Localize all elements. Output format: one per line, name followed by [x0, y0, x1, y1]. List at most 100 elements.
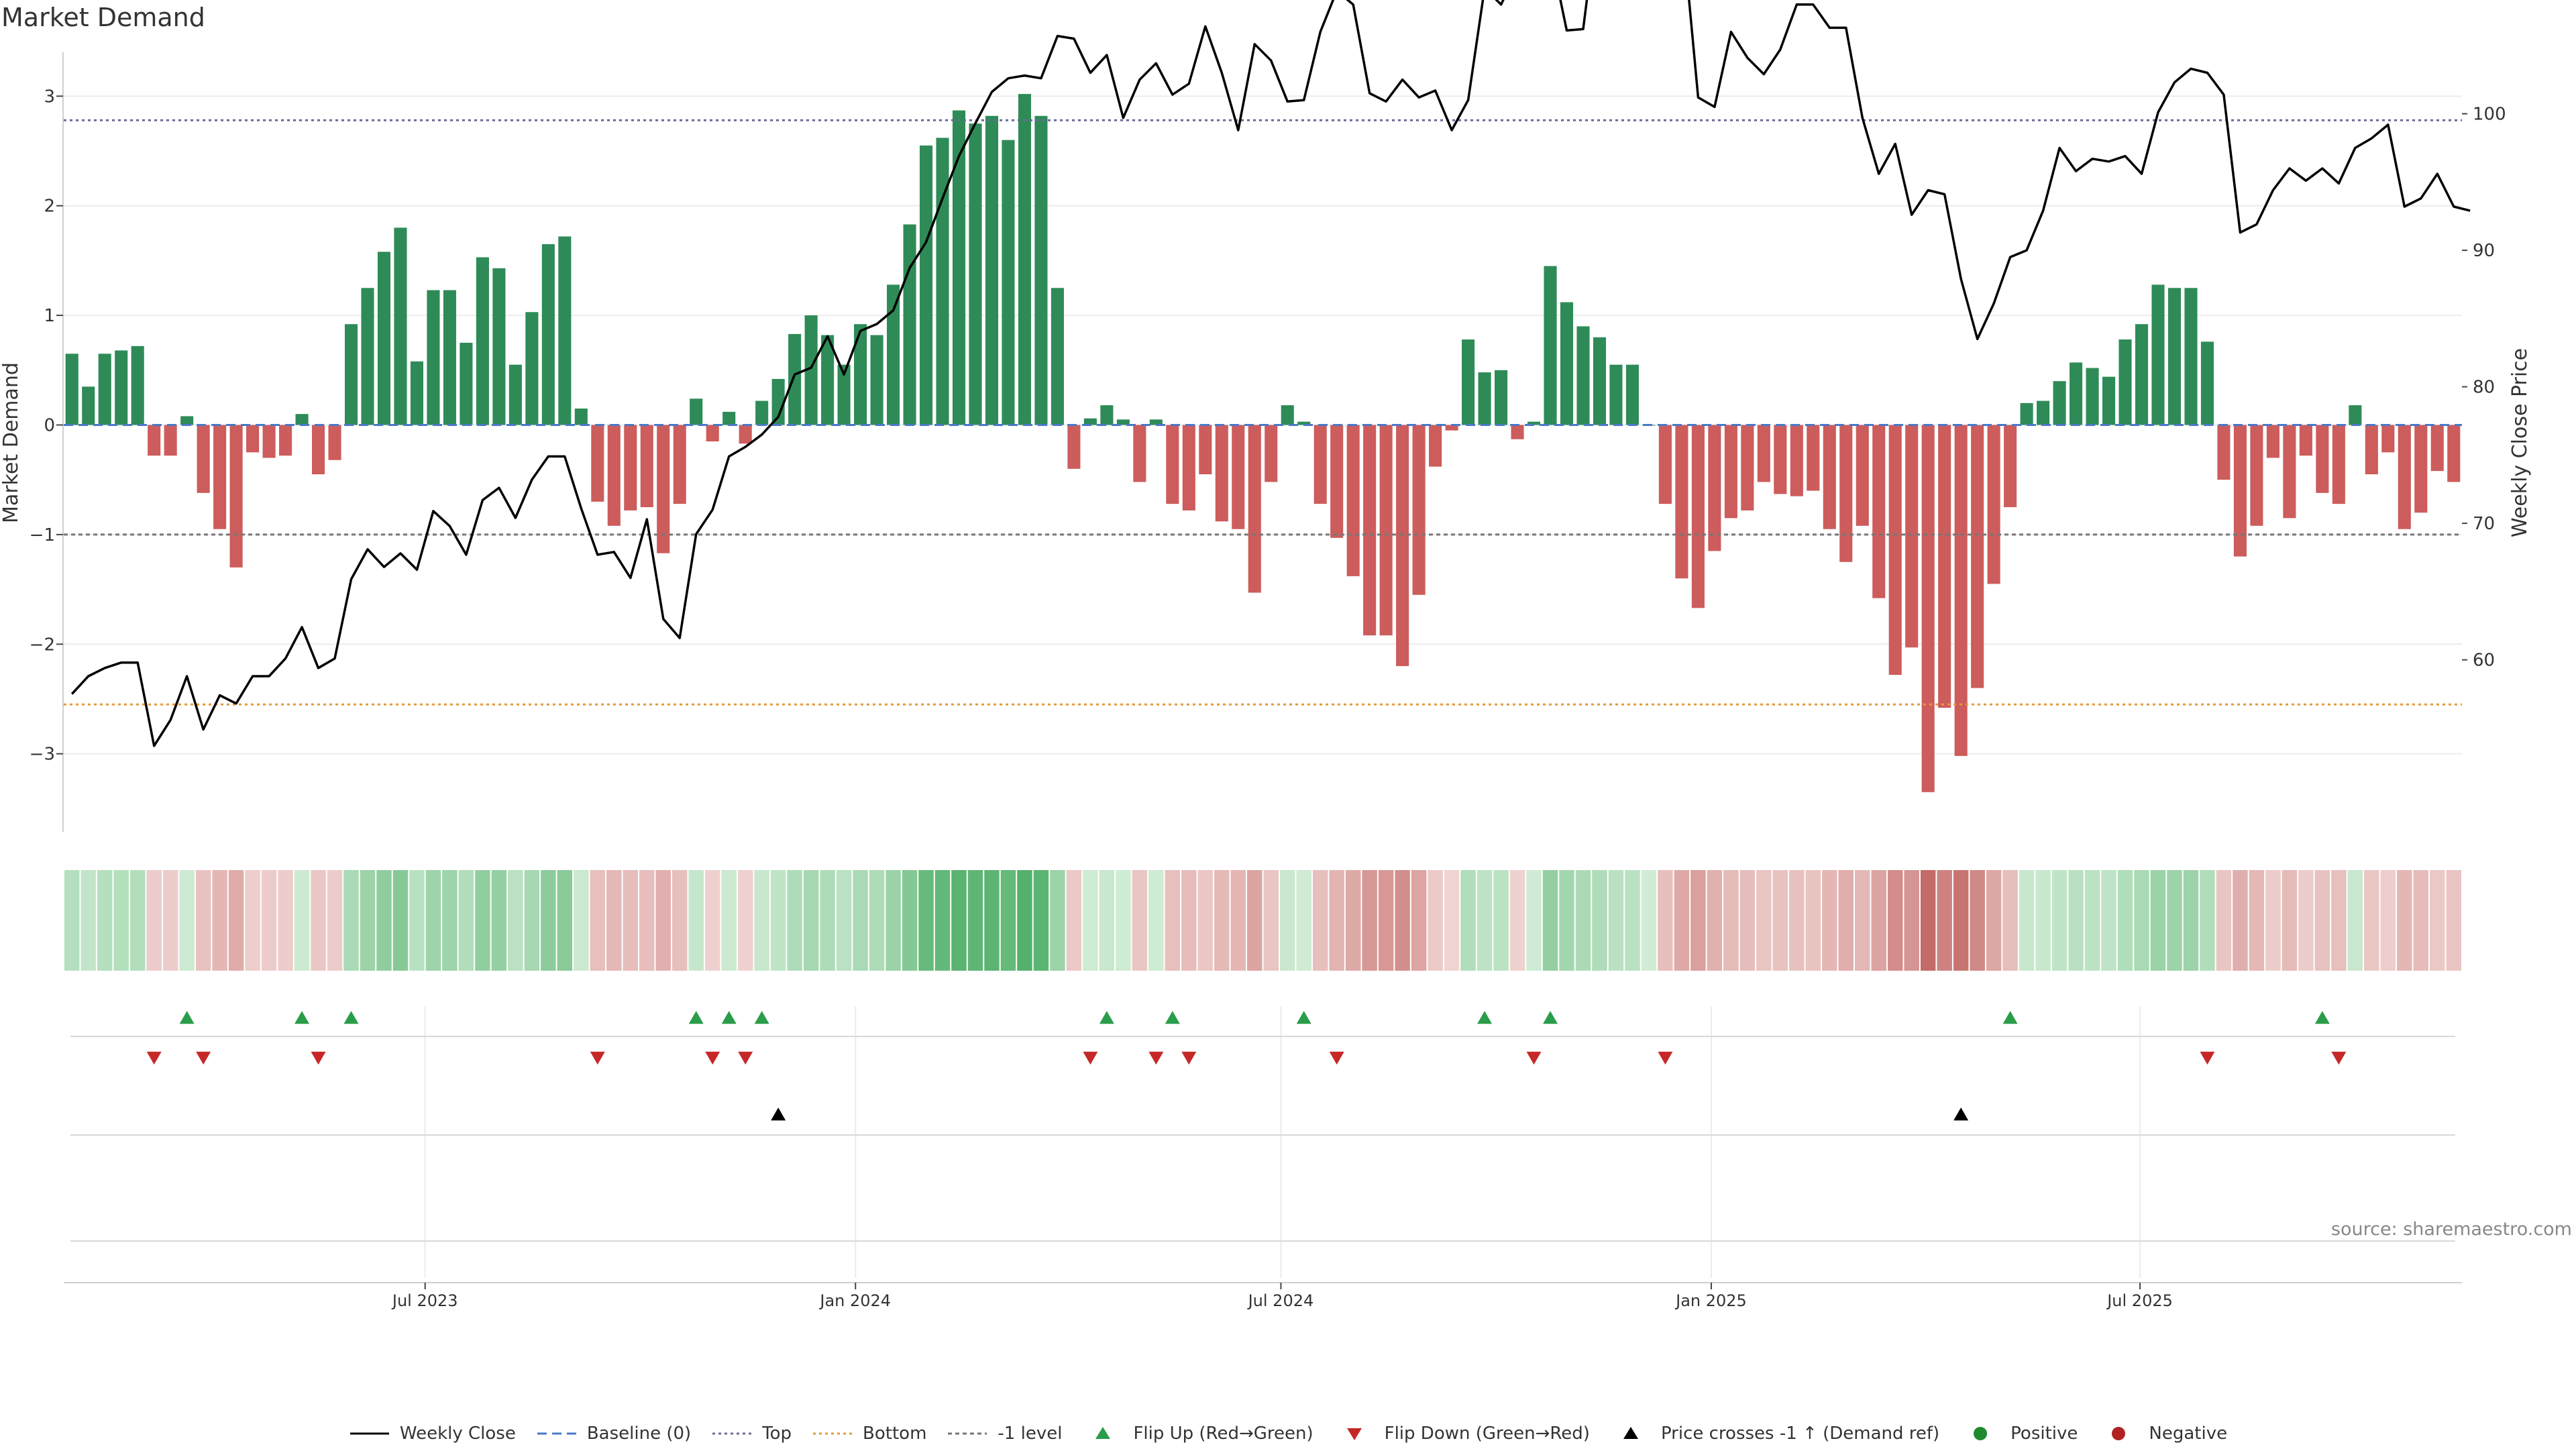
- demand-bar: [328, 425, 341, 460]
- heat-cell: [770, 870, 786, 971]
- demand-bar: [640, 425, 653, 508]
- demand-bar: [1051, 288, 1064, 425]
- heat-cell: [179, 870, 195, 971]
- heat-cell: [1083, 870, 1098, 971]
- heat-cell: [1575, 870, 1591, 971]
- heat-cell: [820, 870, 835, 971]
- y-tick-label: −1: [30, 525, 55, 545]
- demand-bar: [1067, 425, 1081, 469]
- flip-up-marker: [688, 1011, 704, 1024]
- heat-cell: [2019, 870, 2035, 971]
- demand-bar: [1445, 425, 1458, 431]
- flip-down-marker: [738, 1051, 753, 1065]
- legend-label: -1 level: [998, 1424, 1063, 1444]
- demand-bar: [1954, 425, 1968, 756]
- y2-tick-label: 70: [2473, 514, 2495, 534]
- demand-bar: [213, 425, 227, 529]
- demand-bar: [1166, 425, 1179, 504]
- demand-bar: [1363, 425, 1377, 636]
- demand-bar: [739, 425, 752, 444]
- heat-cell: [343, 870, 359, 971]
- legend-swatch-dot-line-bottom-icon: [813, 1432, 853, 1435]
- heat-cell: [327, 870, 343, 971]
- demand-bar: [1313, 425, 1327, 504]
- heat-cell: [1329, 870, 1344, 971]
- heat-cell: [1789, 870, 1805, 971]
- x-tick-label: Jul 2025: [2106, 1291, 2173, 1310]
- demand-bar: [2200, 341, 2214, 425]
- heat-cell: [2167, 870, 2182, 971]
- demand-bar: [508, 364, 522, 425]
- heat-cell: [261, 870, 277, 971]
- demand-bar: [854, 324, 867, 425]
- heat-cell: [1937, 870, 1952, 971]
- heat-cell: [1279, 870, 1295, 971]
- demand-bar: [164, 425, 177, 456]
- demand-bar: [246, 425, 260, 453]
- heat-cell: [1296, 870, 1311, 971]
- flip-up-marker: [343, 1011, 359, 1024]
- chart-legend: Weekly Close Baseline (0) Top Bottom -1 leve…: [0, 1424, 2576, 1444]
- demand-bar: [1658, 425, 1672, 504]
- legend-swatch-dash-line-icon: [537, 1432, 576, 1435]
- demand-bar: [525, 312, 539, 425]
- flip-down-marker: [311, 1051, 326, 1065]
- heat-cell: [2183, 870, 2199, 971]
- flip-up-marker: [1296, 1011, 1311, 1024]
- heat-cell: [228, 870, 244, 971]
- heat-cell: [1066, 870, 1082, 971]
- demand-bar: [1232, 425, 1245, 529]
- y-tick-label: 2: [44, 197, 55, 217]
- demand-bar: [148, 425, 161, 456]
- heat-cell: [737, 870, 753, 971]
- heat-cell: [1838, 870, 1854, 971]
- y2-tick-label: 60: [2473, 651, 2495, 671]
- demand-bar: [427, 290, 440, 425]
- demand-bar: [1429, 425, 1442, 467]
- heat-cell: [885, 870, 901, 971]
- demand-bar: [1002, 140, 1015, 425]
- heat-cell: [541, 870, 556, 971]
- demand-bar: [936, 138, 949, 425]
- demand-bar: [2398, 425, 2411, 529]
- heat-cell: [491, 870, 507, 971]
- demand-bar: [2020, 402, 2033, 425]
- demand-bar: [295, 414, 309, 425]
- demand-bar: [2118, 339, 2132, 425]
- y2-axis-label: Weekly Close Price: [2508, 348, 2532, 537]
- demand-bar: [887, 284, 900, 425]
- heat-cell: [1493, 870, 1509, 971]
- demand-bar: [607, 425, 621, 526]
- flip-up-marker: [721, 1011, 737, 1024]
- x-tick-label: Jan 2025: [1674, 1291, 1747, 1310]
- demand-bar: [1297, 421, 1311, 425]
- heat-cell: [902, 870, 918, 971]
- demand-bar: [2447, 425, 2461, 482]
- price-cross-marker: [1953, 1108, 1969, 1121]
- legend-item: Price crosses -1 ↑ (Demand ref): [1610, 1424, 1939, 1444]
- heat-cell: [2117, 870, 2133, 971]
- demand-bar: [1149, 419, 1163, 425]
- demand-bar: [344, 324, 358, 425]
- demand-bar: [1724, 425, 1737, 519]
- demand-bar: [1987, 425, 2000, 584]
- heat-cell: [803, 870, 819, 971]
- demand-bar: [952, 110, 966, 425]
- y2-tick-label: 80: [2473, 378, 2495, 398]
- price-cross-marker: [771, 1108, 786, 1121]
- heat-cell: [2134, 870, 2149, 971]
- demand-bar: [262, 425, 276, 458]
- legend-swatch-dot-red-icon: [2112, 1427, 2126, 1440]
- heat-cell: [1033, 870, 1049, 971]
- demand-bar: [2053, 381, 2066, 425]
- heat-cell: [2298, 870, 2314, 971]
- legend-label: Negative: [2149, 1424, 2228, 1444]
- chart-title: Market Demand: [1, 3, 205, 32]
- heat-cell: [2084, 870, 2100, 971]
- heat-cell: [557, 870, 573, 971]
- demand-bar: [2299, 425, 2312, 456]
- demand-bar: [377, 252, 391, 425]
- heat-cell: [1970, 870, 1985, 971]
- legend-swatch-tri-down-red-icon: [1346, 1428, 1362, 1440]
- demand-bar: [1133, 425, 1146, 482]
